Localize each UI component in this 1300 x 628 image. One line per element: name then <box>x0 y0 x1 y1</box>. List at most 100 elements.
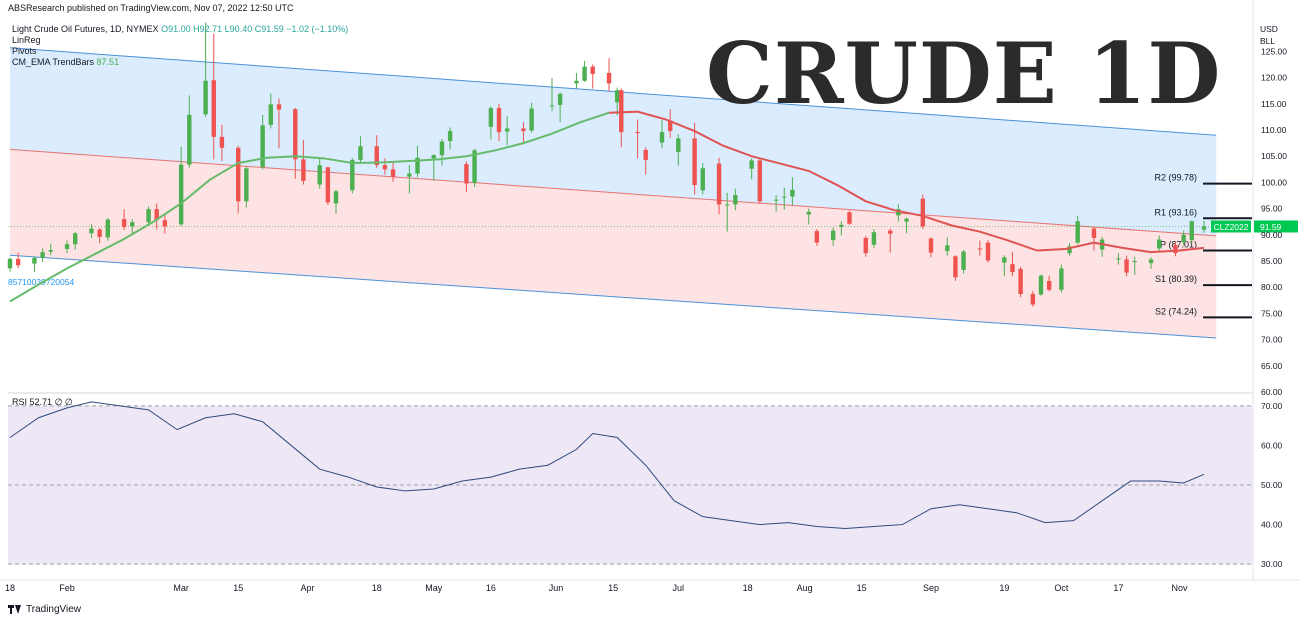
rsi-tick-label: 60.00 <box>1261 440 1283 450</box>
candle <box>219 124 225 161</box>
price-tick-label: 100.00 <box>1261 177 1287 187</box>
time-tick-label: Oct <box>1054 583 1069 593</box>
candle-body <box>1038 275 1044 295</box>
candle-body <box>529 108 534 131</box>
candle <box>488 106 494 140</box>
candle-body <box>439 141 445 156</box>
channel-lower-line <box>9 254 1217 339</box>
candle <box>1046 275 1052 292</box>
candle <box>782 187 787 210</box>
candle-body <box>236 147 241 202</box>
candle <box>162 214 168 234</box>
candle-body <box>1018 268 1023 295</box>
candle-body <box>676 138 681 153</box>
candle <box>790 177 795 205</box>
price-tick-label: 125.00 <box>1261 46 1287 56</box>
chart-legend: Light Crude Oil Futures, 1D, NYMEX O91.0… <box>12 24 348 68</box>
candle-body <box>928 238 934 253</box>
time-tick-label: 15 <box>857 583 867 593</box>
candle <box>317 158 322 189</box>
candle-body <box>244 168 249 202</box>
candle-body <box>590 66 595 74</box>
candle <box>692 122 697 195</box>
footer-brand[interactable]: TradingView <box>8 604 81 615</box>
tradingview-logo-icon <box>8 605 22 614</box>
candle-body <box>1091 228 1097 238</box>
candle <box>733 188 738 211</box>
time-tick-label: 15 <box>608 583 618 593</box>
candle-body <box>146 209 151 223</box>
candle-body <box>782 196 787 198</box>
time-tick-label: 18 <box>5 583 15 593</box>
candle <box>667 109 673 138</box>
candle-body <box>1148 259 1154 264</box>
candle-body <box>606 72 612 84</box>
candle-body <box>1010 264 1015 273</box>
candle-body <box>667 120 673 132</box>
candle <box>1132 256 1137 275</box>
candle <box>154 203 159 230</box>
candle <box>659 120 665 149</box>
symbol-title: Light Crude Oil Futures, 1D, NYMEX <box>12 24 159 34</box>
candle-body <box>7 258 13 269</box>
price-tick-label: 120.00 <box>1261 73 1287 83</box>
candle-body <box>268 104 274 125</box>
price-badge-text: 91.59 <box>1260 222 1282 232</box>
indicator-pivots[interactable]: Pivots <box>12 46 37 56</box>
indicator-ema[interactable]: CM_EMA TrendBars 87.51 <box>12 57 348 68</box>
candle-body <box>154 209 159 221</box>
candle <box>325 166 331 205</box>
candle-body <box>582 66 587 81</box>
candle <box>953 255 958 281</box>
candle-body <box>178 164 184 225</box>
candle <box>504 116 510 146</box>
pivot-label: R2 (99.78) <box>1154 173 1197 183</box>
price-tick-label: 105.00 <box>1261 151 1287 161</box>
symbol-row[interactable]: Light Crude Oil Futures, 1D, NYMEX O91.0… <box>12 24 348 35</box>
candle-body <box>32 257 37 264</box>
candle-body <box>374 146 379 166</box>
candle <box>830 227 836 246</box>
candle-body <box>773 199 779 201</box>
candle <box>619 88 624 148</box>
candle-body <box>40 252 45 258</box>
price-tick-label: 110.00 <box>1261 125 1287 135</box>
candle-body <box>945 245 950 252</box>
ohlc-open: O91.00 <box>161 24 191 34</box>
rsi-extra: ∅ ∅ <box>54 397 73 407</box>
rsi-tick-label: 30.00 <box>1261 559 1283 569</box>
candle <box>15 252 21 269</box>
price-tick-label: 60.00 <box>1261 387 1283 397</box>
candle <box>1156 235 1162 252</box>
symbol-badge-text: CLZ2022 <box>1214 222 1249 232</box>
indicator-linreg[interactable]: LinReg <box>12 35 41 45</box>
candle <box>1201 220 1207 233</box>
candle-body <box>325 167 331 203</box>
candle <box>7 257 13 272</box>
candle-body <box>407 173 412 177</box>
price-tick-label: 65.00 <box>1261 361 1283 371</box>
candle-body <box>1173 245 1178 254</box>
candle <box>806 208 811 225</box>
price-unit-top: USD <box>1260 24 1278 34</box>
candle <box>178 146 184 226</box>
candle <box>590 64 595 89</box>
candle-body <box>276 104 282 110</box>
candle <box>614 87 620 116</box>
time-tick-label: Jun <box>549 583 564 593</box>
candle-body <box>350 159 355 191</box>
price-tick-label: 85.00 <box>1261 256 1283 266</box>
symbol-badge <box>1211 220 1251 233</box>
price-tick-label: 115.00 <box>1261 99 1287 109</box>
candle <box>521 122 526 145</box>
candle <box>1018 266 1023 298</box>
watermark-title: CRUDE 1D <box>706 24 1222 123</box>
time-tick-label: Jul <box>673 583 685 593</box>
rsi-legend[interactable]: RSI 52.71 ∅ ∅ <box>12 397 73 408</box>
rsi-tick-label: 40.00 <box>1261 520 1283 530</box>
candle-body <box>447 131 453 142</box>
time-tick-label: 18 <box>372 583 382 593</box>
candle <box>211 33 216 160</box>
ema-label: CM_EMA TrendBars <box>12 57 95 67</box>
